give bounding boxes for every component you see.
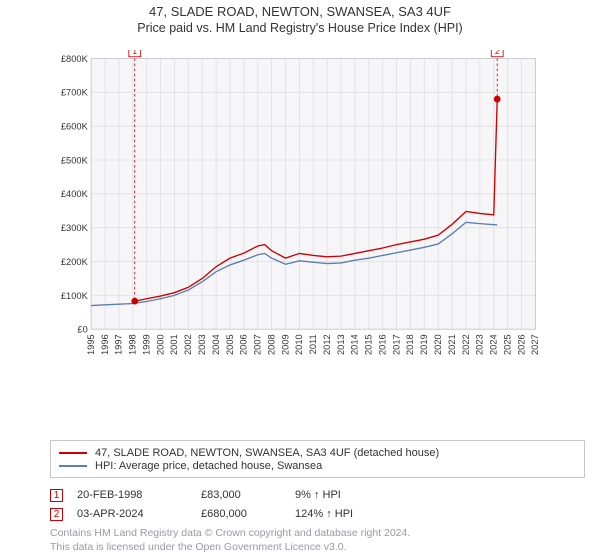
svg-text:2020: 2020 xyxy=(433,334,443,355)
svg-text:£0: £0 xyxy=(77,325,87,335)
svg-text:2025: 2025 xyxy=(502,334,512,355)
svg-text:£300K: £300K xyxy=(61,223,89,233)
footer-attribution: Contains HM Land Registry data © Crown c… xyxy=(50,526,585,554)
svg-text:£700K: £700K xyxy=(61,88,89,98)
svg-text:2013: 2013 xyxy=(336,334,346,355)
svg-text:£600K: £600K xyxy=(61,122,89,132)
svg-text:1999: 1999 xyxy=(141,334,151,355)
svg-text:2018: 2018 xyxy=(405,334,415,355)
event-pct: 9% ↑ HPI xyxy=(295,489,405,501)
svg-text:2006: 2006 xyxy=(239,334,249,355)
price-chart: £0 £100K £200K £300K £400K £500K £600K £700K £80… xyxy=(50,50,585,380)
event-marker-icon: 1 xyxy=(50,489,63,502)
svg-text:2021: 2021 xyxy=(447,334,457,355)
svg-text:2005: 2005 xyxy=(225,334,235,355)
legend-item: 47, SLADE ROAD, NEWTON, SWANSEA, SA3 4UF… xyxy=(59,447,576,459)
svg-text:2000: 2000 xyxy=(155,334,165,355)
event-price: £680,000 xyxy=(201,508,281,520)
svg-text:1995: 1995 xyxy=(86,334,96,355)
legend-item: HPI: Average price, detached house, Swan… xyxy=(59,460,576,472)
event-price: £83,000 xyxy=(201,489,281,501)
event-marker-icon: 2 xyxy=(50,508,63,521)
svg-text:2023: 2023 xyxy=(475,334,485,355)
svg-text:2019: 2019 xyxy=(419,334,429,355)
page-title: 47, SLADE ROAD, NEWTON, SWANSEA, SA3 4UF xyxy=(0,4,600,19)
svg-text:2003: 2003 xyxy=(197,334,207,355)
svg-text:1: 1 xyxy=(132,50,137,56)
svg-text:£800K: £800K xyxy=(61,54,89,64)
svg-text:2024: 2024 xyxy=(489,334,499,355)
svg-text:2: 2 xyxy=(495,50,500,56)
svg-text:2014: 2014 xyxy=(350,334,360,355)
legend-label: HPI: Average price, detached house, Swan… xyxy=(95,460,322,472)
footer-line: Contains HM Land Registry data © Crown c… xyxy=(50,526,585,540)
svg-text:2015: 2015 xyxy=(364,334,374,355)
svg-text:2011: 2011 xyxy=(308,334,318,354)
legend: 47, SLADE ROAD, NEWTON, SWANSEA, SA3 4UF… xyxy=(50,440,585,478)
legend-swatch xyxy=(59,452,87,454)
svg-text:2016: 2016 xyxy=(377,334,387,355)
event-row: 2 03-APR-2024 £680,000 124% ↑ HPI xyxy=(50,506,585,522)
events-table: 1 20-FEB-1998 £83,000 9% ↑ HPI 2 03-APR-… xyxy=(50,484,585,525)
event-date: 20-FEB-1998 xyxy=(77,489,187,501)
svg-text:2009: 2009 xyxy=(280,334,290,355)
event-row: 1 20-FEB-1998 £83,000 9% ↑ HPI xyxy=(50,487,585,503)
svg-text:2012: 2012 xyxy=(322,334,332,355)
page-subtitle: Price paid vs. HM Land Registry's House … xyxy=(0,21,600,35)
svg-text:2007: 2007 xyxy=(253,334,263,355)
svg-text:1998: 1998 xyxy=(128,334,138,355)
svg-text:2026: 2026 xyxy=(516,334,526,355)
svg-text:£400K: £400K xyxy=(61,189,89,199)
svg-text:1997: 1997 xyxy=(114,334,124,355)
svg-text:2001: 2001 xyxy=(169,334,179,355)
svg-text:2010: 2010 xyxy=(294,334,304,355)
svg-text:2017: 2017 xyxy=(391,334,401,355)
svg-text:1996: 1996 xyxy=(100,334,110,355)
footer-line: This data is licensed under the Open Gov… xyxy=(50,540,585,554)
svg-text:2027: 2027 xyxy=(530,334,540,355)
event-date: 03-APR-2024 xyxy=(77,508,187,520)
svg-text:2004: 2004 xyxy=(211,334,221,355)
legend-swatch xyxy=(59,465,87,467)
svg-text:£500K: £500K xyxy=(61,155,89,165)
svg-text:2002: 2002 xyxy=(183,334,193,355)
legend-label: 47, SLADE ROAD, NEWTON, SWANSEA, SA3 4UF… xyxy=(95,447,439,459)
event-pct: 124% ↑ HPI xyxy=(295,508,405,520)
svg-text:2008: 2008 xyxy=(266,334,276,355)
svg-text:£200K: £200K xyxy=(61,257,89,267)
svg-text:2022: 2022 xyxy=(461,334,471,355)
svg-text:£100K: £100K xyxy=(61,291,89,301)
